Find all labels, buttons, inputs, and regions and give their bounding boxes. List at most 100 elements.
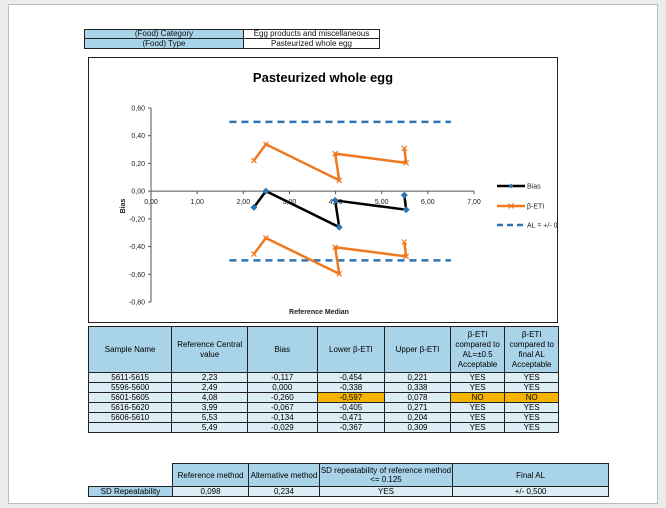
cell[interactable]: 5616-5620 <box>87 402 173 413</box>
x-tick-label: 7,00 <box>467 199 481 206</box>
bias-point <box>250 203 258 211</box>
legend-beta-marker <box>508 203 514 209</box>
col-beta-vs-final-al: β-ETI compared to final AL Acceptable <box>504 326 559 373</box>
cell[interactable]: -0,134 <box>247 412 318 423</box>
col-beta-vs-al: β-ETI compared to AL=±0.5 Acceptable <box>449 326 506 373</box>
col-reference-central: Reference Central value <box>171 326 249 373</box>
beta-point <box>336 177 343 184</box>
cell[interactable]: YES <box>504 412 559 423</box>
cell[interactable]: -0,067 <box>247 402 318 413</box>
cell[interactable]: YES <box>504 372 559 383</box>
cell[interactable] <box>87 422 173 433</box>
cell[interactable]: -0,338 <box>316 382 386 393</box>
summary-cell[interactable]: 0,098 <box>171 486 250 497</box>
cell[interactable]: -0,454 <box>316 372 386 383</box>
results-header-row: Sample Name Reference Central value Bias… <box>87 326 559 373</box>
beta-point <box>332 150 339 157</box>
spreadsheet-sheet: (Food) Category Egg products and miscell… <box>8 4 658 504</box>
cell[interactable]: YES <box>504 422 559 433</box>
cell[interactable]: YES <box>449 412 506 423</box>
x-axis-label: Reference Median <box>289 309 349 316</box>
col-sample-name: Sample Name <box>87 326 173 373</box>
beta-lower-series <box>252 236 408 277</box>
table-row: 5601-5605 4,08 -0,260 -0,597 0,078 NO NO <box>87 392 559 403</box>
cell[interactable]: -0,260 <box>247 392 318 403</box>
y-tick-label: 0,00 <box>131 189 145 196</box>
legend-bias-label: Bias <box>527 184 541 191</box>
col-upper-beta: Upper β-ETI <box>384 326 451 373</box>
beta-point <box>403 253 410 260</box>
bias-chart[interactable]: Pasteurized whole egg 0,60 0,40 0,20 0,00 -0,… <box>88 57 558 323</box>
table-row: 5611-5615 2,23 -0,117 -0,454 0,221 YES Y… <box>87 372 559 383</box>
type-value: Pasteurized whole egg <box>244 39 380 49</box>
cell[interactable]: 3,99 <box>171 402 249 413</box>
summary-cell[interactable]: 0,234 <box>248 486 320 497</box>
cell[interactable]: 0,078 <box>384 392 451 403</box>
cell[interactable]: 5601-5605 <box>87 392 173 403</box>
beta-point <box>262 141 269 148</box>
y-tick-label: 0,40 <box>131 133 145 140</box>
cell-highlighted[interactable]: NO <box>449 392 506 403</box>
cell[interactable]: -0,367 <box>316 422 386 433</box>
cell[interactable]: YES <box>449 422 506 433</box>
cell-highlighted[interactable]: NO <box>504 392 559 403</box>
cell[interactable]: -0,405 <box>316 402 386 413</box>
x-tick-label: 0,00 <box>144 199 158 206</box>
cell[interactable]: -0,029 <box>247 422 318 433</box>
summary-col-final-al: Final AL <box>452 463 609 487</box>
beta-point <box>250 157 257 164</box>
y-tick-label: -0,20 <box>129 216 145 223</box>
category-value: Egg products and miscellaneous <box>244 29 380 39</box>
cell[interactable]: 0,221 <box>384 372 451 383</box>
y-tick-label: 0,20 <box>131 161 145 168</box>
cell[interactable]: 5,53 <box>171 412 249 423</box>
cell[interactable]: 0,204 <box>384 412 451 423</box>
cell[interactable]: 5611-5615 <box>87 372 173 383</box>
col-lower-beta: Lower β-ETI <box>316 326 386 373</box>
cell[interactable]: 0,309 <box>384 422 451 433</box>
cell[interactable]: 0,338 <box>384 382 451 393</box>
cell[interactable]: 0,000 <box>247 382 318 393</box>
cell[interactable]: YES <box>449 402 506 413</box>
cell[interactable]: 0,271 <box>384 402 451 413</box>
summary-cell[interactable]: +/- 0,500 <box>452 486 609 497</box>
cell[interactable]: 2,23 <box>171 372 249 383</box>
cell[interactable]: 4,08 <box>171 392 249 403</box>
cell[interactable]: -0,471 <box>316 412 386 423</box>
cell[interactable]: YES <box>449 372 506 383</box>
cell[interactable]: -0,117 <box>247 372 318 383</box>
cell[interactable]: 5,49 <box>171 422 249 433</box>
beta-point <box>250 251 257 257</box>
cell[interactable]: YES <box>504 382 559 393</box>
summary-cell[interactable]: YES <box>318 486 454 497</box>
col-bias: Bias <box>247 326 318 373</box>
bias-series <box>252 189 408 230</box>
cell[interactable]: YES <box>449 382 506 393</box>
x-tick-label: 5,00 <box>375 199 389 206</box>
type-label: (Food) Type <box>84 39 244 49</box>
legend-beta-label: β-ETI <box>527 204 544 211</box>
results-table: Sample Name Reference Central value Bias… <box>87 326 559 433</box>
bias-chart-svg: Pasteurized whole egg 0,60 0,40 0,20 0,00 -0,… <box>120 70 557 316</box>
y-tick-label: -0,60 <box>129 272 145 279</box>
table-row: 5606-5610 5,53 -0,134 -0,471 0,204 YES Y… <box>87 412 559 423</box>
summary-header-row: Reference method Alternative method SD r… <box>88 463 609 487</box>
cell-highlighted[interactable]: -0,597 <box>316 392 386 403</box>
summary-col-reference: Reference method <box>171 463 250 487</box>
cell[interactable]: 5606-5610 <box>87 412 173 423</box>
y-tick-label: 0,60 <box>131 106 145 113</box>
summary-col-sd-check: SD repeatability of reference method <= … <box>318 463 454 487</box>
beta-point <box>336 270 343 277</box>
chart-title: Pasteurized whole egg <box>253 70 393 85</box>
cell[interactable]: 2,49 <box>171 382 249 393</box>
cell[interactable]: YES <box>504 402 559 413</box>
summary-row: SD Repeatability 0,098 0,234 YES +/- 0,5… <box>88 486 609 497</box>
beta-upper-series <box>252 142 408 183</box>
summary-col-alternative: Alternative method <box>248 463 320 487</box>
x-tick-label: 6,00 <box>421 199 435 206</box>
cell[interactable]: 5596-5600 <box>87 382 173 393</box>
bias-point <box>402 206 410 214</box>
summary-row-label: SD Repeatability <box>88 486 173 497</box>
y-tick-label: -0,40 <box>129 244 145 251</box>
legend-bias-marker <box>508 183 514 189</box>
